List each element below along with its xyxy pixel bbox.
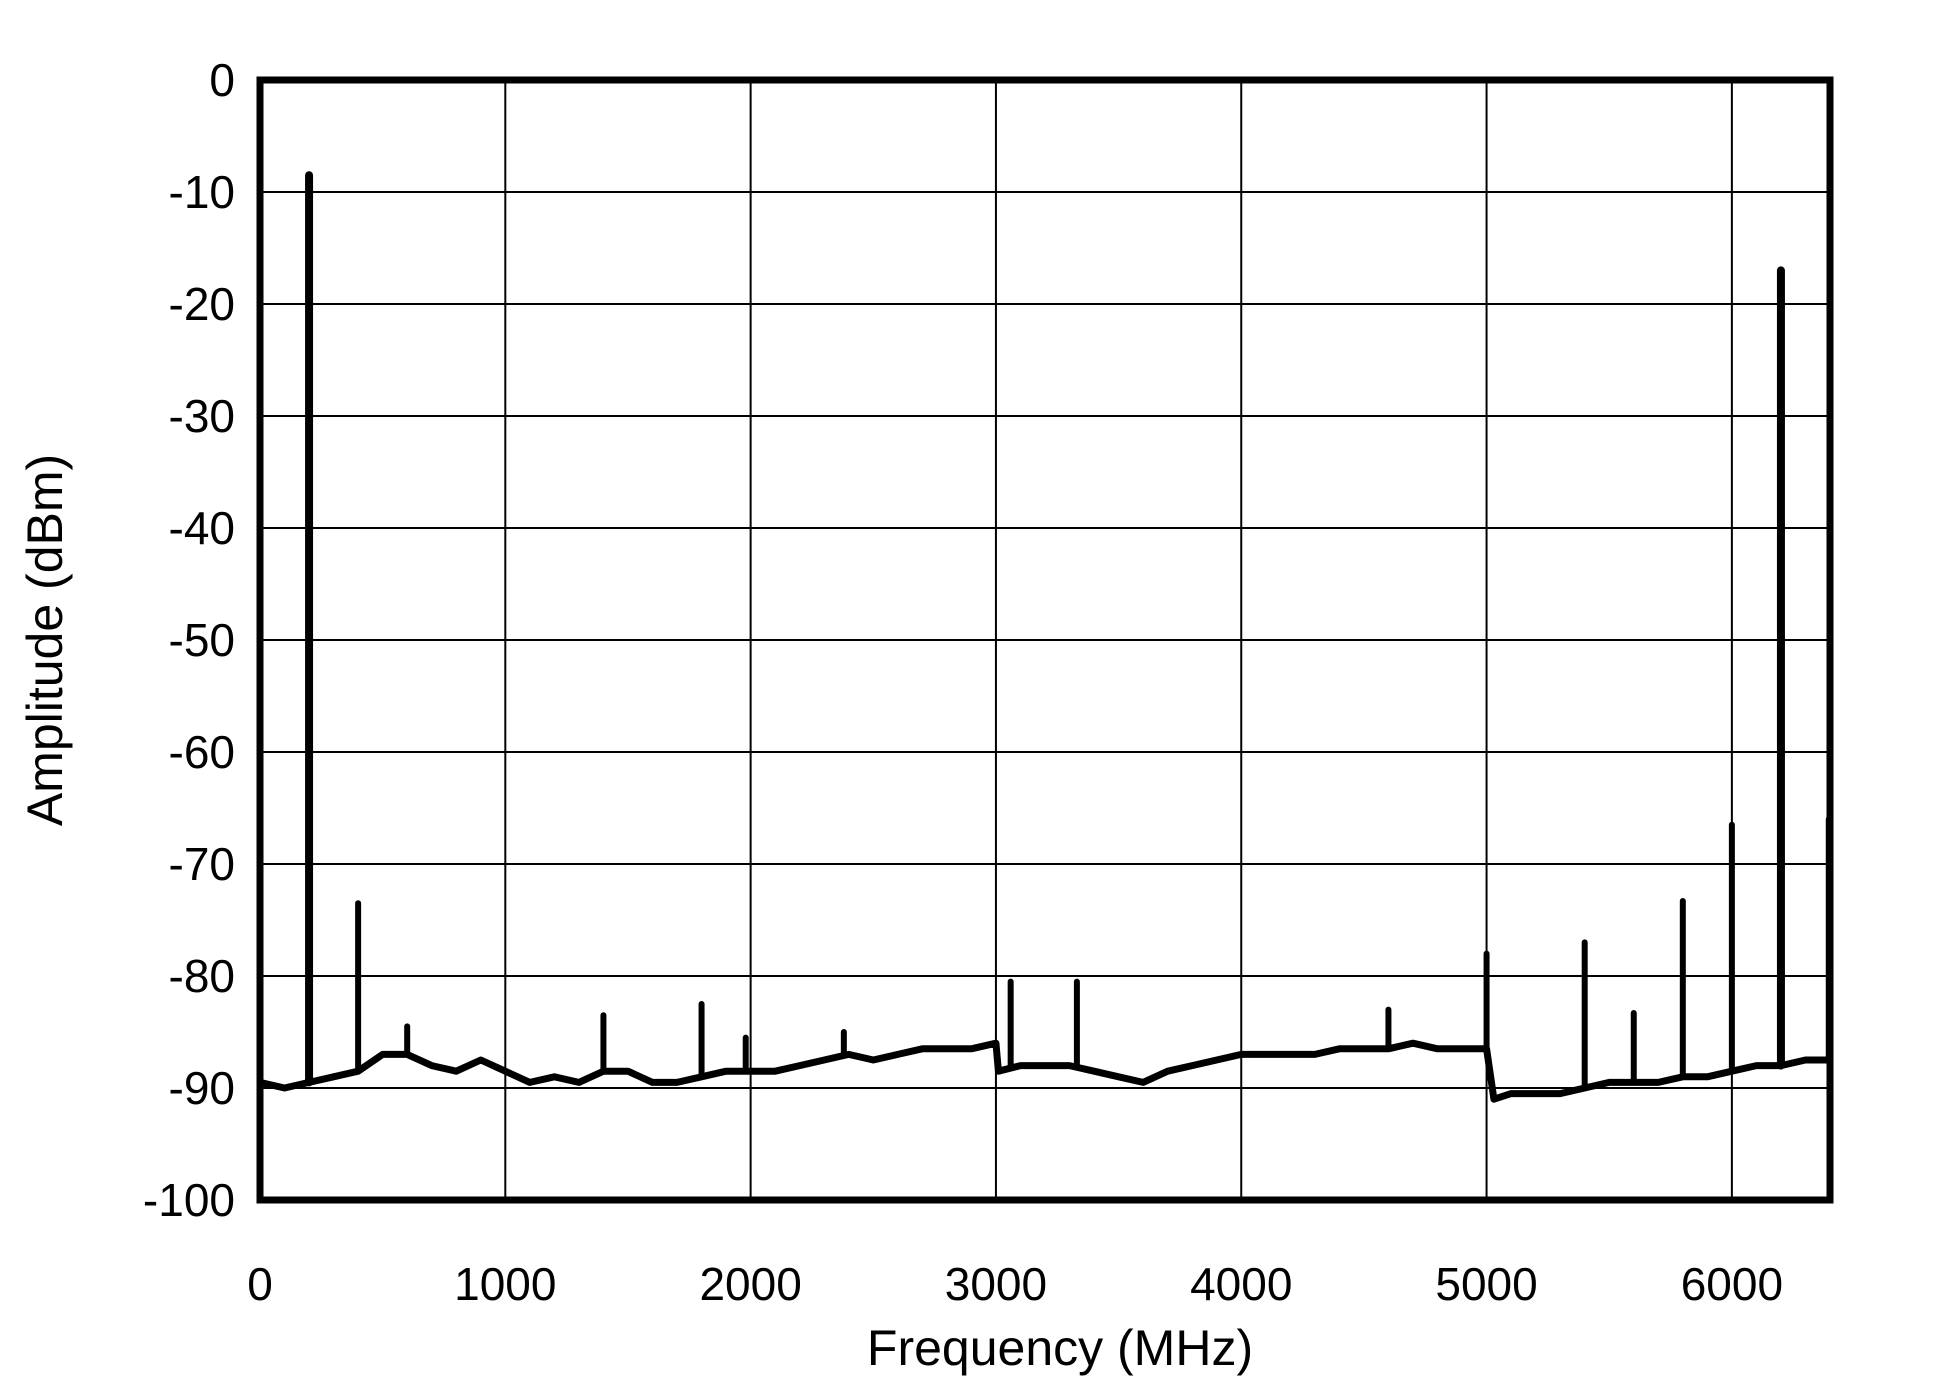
x-tick-labels: 0 1000 2000 3000 4000 5000 6000 bbox=[247, 1258, 1783, 1310]
x-tick-label: 0 bbox=[247, 1258, 273, 1310]
y-axis-label: Amplitude (dBm) bbox=[17, 454, 73, 826]
y-tick-label: -90 bbox=[169, 1062, 235, 1114]
spectrum-trace bbox=[259, 171, 1832, 1103]
x-tick-label: 1000 bbox=[454, 1258, 556, 1310]
y-tick-label: -10 bbox=[169, 166, 235, 218]
x-axis-label: Frequency (MHz) bbox=[867, 1320, 1253, 1376]
y-tick-labels: 0 -10 -20 -30 -40 -50 -60 -70 -80 -90 -100 bbox=[143, 54, 235, 1226]
x-tick-label: 5000 bbox=[1435, 1258, 1537, 1310]
y-tick-label: -70 bbox=[169, 838, 235, 890]
noise-floor-line bbox=[259, 1039, 1830, 1103]
y-tick-label: -100 bbox=[143, 1174, 235, 1226]
y-tick-label: -60 bbox=[169, 726, 235, 778]
x-tick-label: 6000 bbox=[1681, 1258, 1783, 1310]
x-tick-label: 3000 bbox=[945, 1258, 1047, 1310]
x-tick-label: 2000 bbox=[699, 1258, 801, 1310]
y-tick-label: -50 bbox=[169, 614, 235, 666]
plot-frame bbox=[256, 76, 1834, 1204]
y-tick-label: -40 bbox=[169, 502, 235, 554]
grid bbox=[259, 79, 1830, 1201]
x-tick-label: 4000 bbox=[1190, 1258, 1292, 1310]
y-tick-label: -30 bbox=[169, 390, 235, 442]
y-tick-label: -20 bbox=[169, 278, 235, 330]
y-tick-label: 0 bbox=[209, 54, 235, 106]
y-tick-label: -80 bbox=[169, 950, 235, 1002]
